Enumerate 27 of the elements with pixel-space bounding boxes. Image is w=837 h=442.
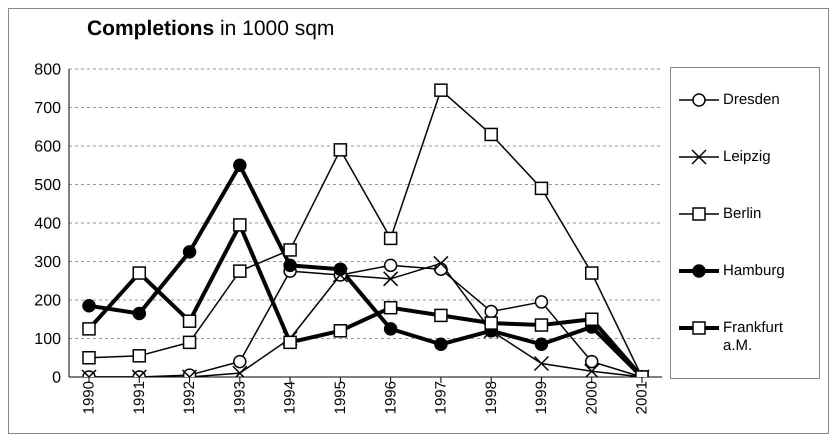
y-tick-label: 500 bbox=[34, 177, 62, 194]
y-tick-label: 0 bbox=[52, 370, 62, 387]
legend-label: Hamburg bbox=[723, 262, 786, 280]
y-tick-label: 100 bbox=[34, 331, 62, 348]
chart-title: Completions in 1000 sqm bbox=[87, 17, 334, 41]
x-tick-label: 1997 bbox=[432, 381, 450, 414]
x-tick-label: 1995 bbox=[332, 381, 350, 414]
x-tick-label: 1992 bbox=[181, 381, 198, 414]
x-tick-label: 1998 bbox=[482, 381, 500, 414]
y-tick-label: 600 bbox=[34, 138, 62, 156]
x-tick-label: 1991 bbox=[130, 381, 148, 414]
x-tick-label: 1993 bbox=[231, 381, 248, 414]
legend-label: Frankfurt a.M. bbox=[723, 318, 784, 355]
x-tick-label: 1999 bbox=[533, 381, 550, 414]
legend-label: Berlin bbox=[723, 204, 762, 223]
y-tick-label: 800 bbox=[34, 62, 62, 79]
x-tick-label: 2001 bbox=[634, 381, 651, 414]
legend-label: Dresden bbox=[723, 91, 781, 110]
y-tick-label: 300 bbox=[34, 254, 62, 272]
legend-label: Leipzig bbox=[723, 148, 772, 166]
y-tick-label: 400 bbox=[34, 216, 62, 233]
y-tick-label: 200 bbox=[34, 292, 62, 310]
x-tick-label: 2000 bbox=[583, 381, 600, 414]
x-tick-label: 1996 bbox=[382, 381, 400, 414]
y-tick-label: 700 bbox=[34, 100, 62, 118]
x-tick-label: 1994 bbox=[282, 381, 299, 414]
x-tick-label: 1990 bbox=[80, 381, 98, 414]
